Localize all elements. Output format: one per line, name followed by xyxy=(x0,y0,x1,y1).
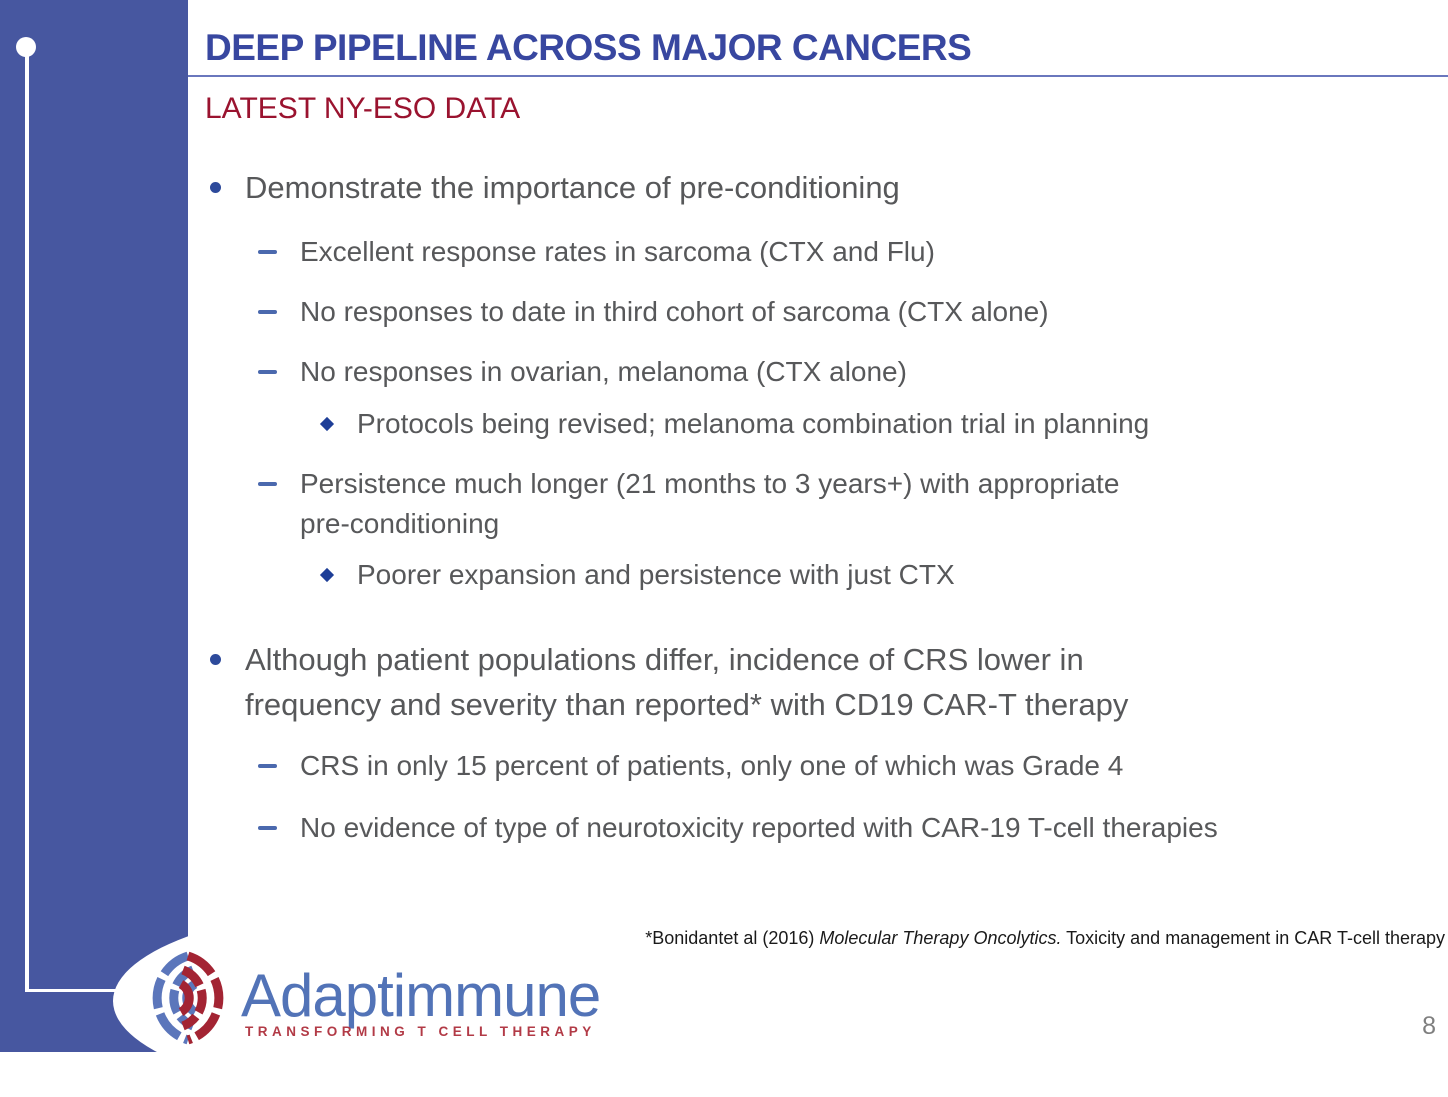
sidebar-horizontal-line xyxy=(25,989,123,992)
dash-icon xyxy=(258,370,277,374)
page-number: 8 xyxy=(1422,1012,1436,1040)
bullet-item: No responses to date in third cohort of … xyxy=(258,292,1408,332)
dash-icon xyxy=(258,310,277,314)
dash-icon xyxy=(258,250,277,254)
dash-icon xyxy=(258,482,277,486)
bullet-text: CRS in only 15 percent of patients, only… xyxy=(300,750,1124,781)
bullet-text: No evidence of type of neurotoxicity rep… xyxy=(300,812,1218,843)
dash-icon xyxy=(258,826,277,830)
bullet-item: Although patient populations differ, inc… xyxy=(210,637,1360,727)
bullet-text: Poorer expansion and persistence with ju… xyxy=(357,559,955,590)
bullet-item: CRS in only 15 percent of patients, only… xyxy=(258,746,1408,786)
bullet-text: Persistence much longer (21 months to 3 … xyxy=(300,468,1120,539)
title-divider xyxy=(188,75,1448,77)
slide-subtitle: LATEST NY-ESO DATA xyxy=(205,92,521,125)
bullet-item: Persistence much longer (21 months to 3 … xyxy=(258,464,1408,544)
bullet-item: Poorer expansion and persistence with ju… xyxy=(319,555,1422,595)
footnote-citation: *Bonidantet al (2016) Molecular Therapy … xyxy=(445,928,1445,949)
sidebar-vertical-line xyxy=(25,50,29,991)
bullet-dot-icon xyxy=(210,654,221,665)
bullet-item: No responses in ovarian, melanoma (CTX a… xyxy=(258,352,1408,392)
bullet-item: No evidence of type of neurotoxicity rep… xyxy=(258,808,1408,848)
bullet-text: Although patient populations differ, inc… xyxy=(245,642,1129,722)
diamond-icon xyxy=(319,416,335,432)
diamond-icon xyxy=(319,567,335,583)
bullet-item: Protocols being revised; melanoma combin… xyxy=(319,404,1422,444)
footnote-part1: *Bonidantet al (2016) xyxy=(645,928,820,948)
bullet-text: Protocols being revised; melanoma combin… xyxy=(357,408,1150,439)
sidebar-circle-ornament xyxy=(16,37,36,57)
footnote-part3: Toxicity and management in CAR T-cell th… xyxy=(1061,928,1445,948)
bullet-text: No responses to date in third cohort of … xyxy=(300,296,1049,327)
bullet-text: Excellent response rates in sarcoma (CTX… xyxy=(300,236,935,267)
bullet-item: Demonstrate the importance of pre-condit… xyxy=(210,165,1360,210)
dash-icon xyxy=(258,764,277,768)
bullet-item: Excellent response rates in sarcoma (CTX… xyxy=(258,232,1408,272)
adaptimmune-wordmark: Adaptimmune xyxy=(241,962,601,1029)
adaptimmune-logo-icon xyxy=(152,951,224,1045)
bullet-text: Demonstrate the importance of pre-condit… xyxy=(245,170,900,205)
left-accent-bar xyxy=(0,0,188,1052)
logo-tagline: TRANSFORMING T CELL THERAPY xyxy=(245,1024,596,1039)
bullet-text: No responses in ovarian, melanoma (CTX a… xyxy=(300,356,907,387)
bullet-dot-icon xyxy=(210,182,221,193)
slide-title: DEEP PIPELINE ACROSS MAJOR CANCERS xyxy=(205,27,972,68)
footnote-journal: Molecular Therapy Oncolytics. xyxy=(819,928,1062,948)
